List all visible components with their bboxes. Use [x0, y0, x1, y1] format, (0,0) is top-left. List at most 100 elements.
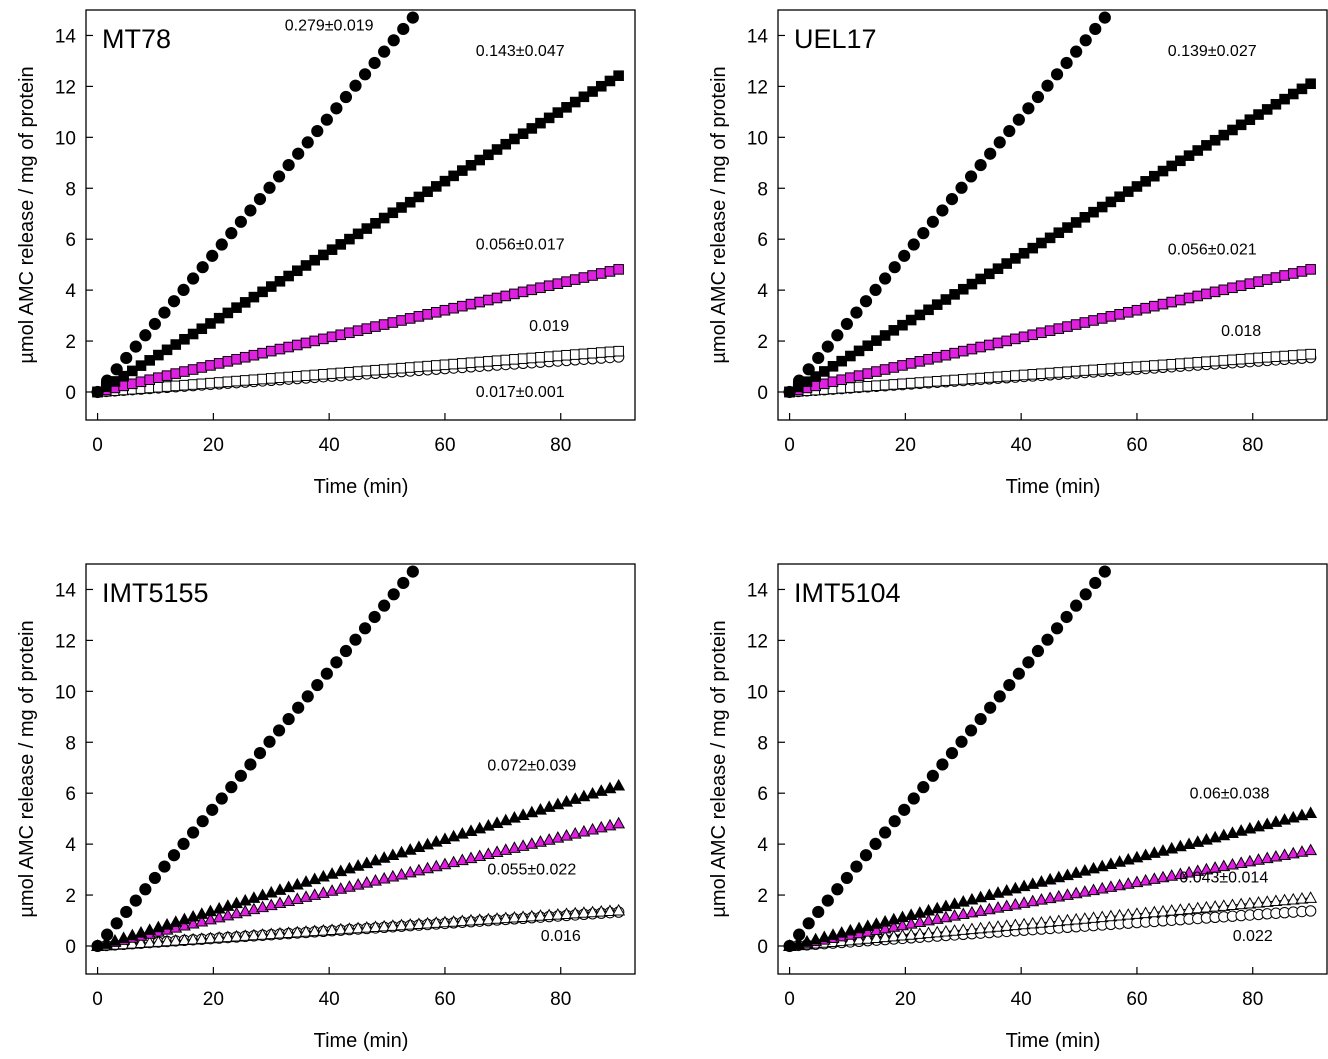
data-point [1122, 186, 1134, 197]
data-point [1286, 846, 1300, 859]
data-point [945, 747, 959, 760]
data-point [1078, 912, 1092, 924]
data-point [370, 321, 381, 332]
data-point [325, 923, 339, 935]
data-point [430, 360, 442, 371]
data-point [1079, 365, 1091, 376]
data-point [843, 923, 857, 936]
data-point [179, 366, 190, 377]
data-point [448, 358, 459, 370]
data-point [1121, 877, 1135, 889]
data-point [248, 374, 260, 386]
data-point [940, 294, 952, 305]
data-point [1287, 88, 1299, 100]
data-point [1041, 633, 1054, 646]
y-tick-label: 14 [747, 580, 769, 601]
data-point [1130, 850, 1144, 863]
data-point [793, 374, 806, 387]
series-1 [92, 70, 624, 398]
data-point [861, 932, 875, 944]
data-point [507, 841, 521, 853]
data-point [604, 75, 616, 87]
data-point [1052, 914, 1066, 927]
data-point [1182, 837, 1196, 850]
data-point [853, 381, 865, 393]
data-point [888, 815, 901, 828]
data-point [1183, 150, 1195, 161]
data-point [406, 565, 419, 578]
data-point [869, 837, 882, 850]
data-point [595, 347, 607, 358]
chart-panel-3: 0 2 4 6 8 10 12 14 0 20 40 60 80 Time (min) µmol AMC r… [708, 563, 1328, 1052]
data-point [490, 912, 504, 924]
data-point [917, 227, 930, 240]
series-3 [91, 903, 626, 951]
data-point [473, 849, 487, 862]
x-tick-label: 20 [203, 435, 224, 456]
data-point [1018, 247, 1030, 259]
data-point [386, 869, 400, 882]
data-point [215, 792, 228, 805]
data-point [397, 576, 410, 590]
data-point [904, 928, 918, 940]
data-point [222, 356, 234, 367]
data-point [1027, 242, 1039, 254]
data-point [843, 933, 857, 946]
data-point [1070, 319, 1082, 330]
data-point [158, 306, 171, 319]
data-point [430, 181, 442, 192]
data-point [1026, 894, 1040, 907]
data-point [1261, 352, 1273, 363]
data-point [939, 924, 953, 937]
data-point [225, 227, 238, 240]
data-point [809, 932, 823, 945]
data-point [888, 362, 900, 373]
data-point [1166, 160, 1177, 172]
data-point [1139, 848, 1153, 861]
data-point [1244, 114, 1256, 125]
data-point [517, 286, 529, 298]
data-point [561, 276, 572, 287]
data-point [871, 380, 882, 391]
data-point [905, 358, 917, 369]
data-point [1243, 821, 1257, 834]
data-point [316, 923, 330, 936]
data-point [474, 356, 485, 368]
data-point [110, 363, 123, 376]
data-point [438, 915, 452, 928]
data-point [1105, 196, 1117, 208]
data-point [274, 372, 286, 384]
data-point [1052, 889, 1066, 902]
data-point [378, 319, 390, 330]
data-point [179, 379, 190, 391]
data-point [282, 712, 295, 726]
data-point [1034, 875, 1048, 887]
data-point [1199, 862, 1213, 875]
data-layer [91, 565, 626, 953]
data-point [169, 934, 183, 946]
data-point [326, 368, 338, 379]
data-point [595, 268, 607, 279]
data-point [283, 270, 294, 282]
data-point [265, 281, 277, 292]
data-point [1234, 824, 1248, 836]
data-point [177, 933, 191, 946]
data-point [438, 857, 452, 870]
data-point [272, 170, 286, 183]
y-tick-label: 10 [55, 128, 76, 149]
data-point [247, 928, 261, 941]
data-point [457, 300, 468, 312]
data-point [196, 362, 208, 373]
data-point [1003, 124, 1016, 138]
data-point [153, 349, 164, 361]
data-point [859, 849, 873, 862]
data-point [922, 926, 935, 939]
data-annotation: 0.018 [1221, 323, 1261, 340]
data-point [1218, 284, 1230, 296]
data-point [256, 928, 270, 940]
data-point [578, 348, 590, 360]
data-point [1053, 367, 1065, 378]
data-annotation: 0.279±0.019 [285, 17, 374, 34]
data-point [1192, 357, 1204, 368]
data-point [1001, 370, 1012, 382]
